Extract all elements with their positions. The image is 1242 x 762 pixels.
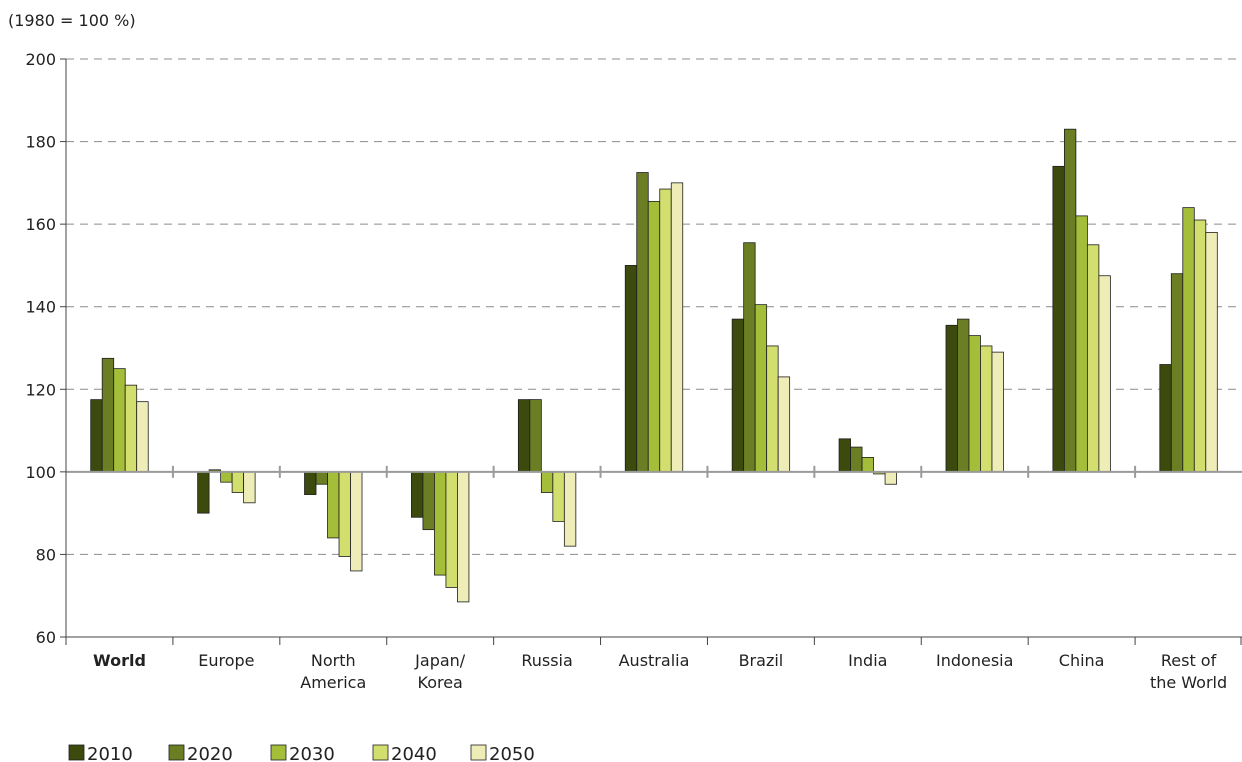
x-tick-label: India: [848, 651, 887, 670]
bar-2050: [670, 182, 684, 473]
legend-swatch: [68, 744, 85, 761]
x-tick-label: Brazil: [739, 651, 784, 670]
bar-2020: [743, 242, 756, 473]
legend-item-2050: 2050: [470, 744, 535, 762]
y-tick-label: 180: [25, 133, 56, 152]
bar-2050: [563, 471, 577, 547]
bar-2050: [136, 401, 149, 473]
x-tick-label: Russia: [521, 651, 572, 670]
bar-2040: [445, 471, 458, 588]
bar-2020: [101, 357, 115, 473]
bar-2040: [552, 471, 565, 522]
bar-2030: [1075, 215, 1088, 473]
bar-2050: [457, 471, 470, 603]
x-tick-label: North America: [300, 651, 366, 692]
legend-swatch: [168, 744, 185, 761]
bar-2040: [231, 471, 245, 493]
bar-2030: [968, 335, 981, 473]
bar-2010: [945, 324, 958, 473]
y-tick-label: 120: [25, 380, 56, 399]
bar-2020: [1170, 273, 1184, 473]
legend-swatch: [372, 744, 389, 761]
bar-2030: [220, 471, 233, 483]
bar-2030: [434, 471, 447, 576]
bar-2030: [327, 471, 340, 539]
legend-swatch: [470, 744, 487, 761]
bar-2010: [517, 399, 531, 473]
x-tick-label: Europe: [198, 651, 254, 670]
bar-2030: [861, 457, 874, 473]
bars: [90, 128, 1218, 603]
legend-item-2010: 2010: [68, 744, 133, 762]
bar-2020: [315, 471, 328, 485]
bar-2020: [957, 318, 970, 473]
bar-2030: [540, 471, 554, 493]
bar-2020: [636, 172, 649, 473]
legend-label: 2050: [489, 744, 535, 762]
bar-2040: [766, 345, 779, 473]
x-tick-label: World: [93, 651, 146, 670]
bar-2030: [113, 368, 126, 473]
legend-item-2020: 2020: [168, 744, 233, 762]
bar-2020: [1063, 128, 1077, 473]
bar-2010: [1052, 165, 1065, 473]
bar-2010: [731, 318, 745, 473]
unit-label: (1980 = 100 %): [8, 11, 136, 30]
bar-2050: [777, 376, 791, 473]
y-tick-label: 80: [36, 545, 56, 564]
bar-2010: [197, 471, 210, 514]
legend: 2010 2020 2030 2040 2050: [68, 744, 535, 762]
legend-item-2030: 2030: [270, 744, 335, 762]
bar-2010: [1159, 364, 1172, 473]
bar-2050: [884, 471, 897, 485]
bar-2020: [850, 446, 863, 473]
y-tick-label: 200: [25, 50, 56, 69]
bar-2010: [411, 471, 424, 518]
legend-label: 2010: [87, 744, 133, 762]
legend-label: 2030: [289, 744, 335, 762]
y-tick-label: 60: [36, 628, 56, 647]
x-tick-label: Rest of the World: [1150, 651, 1227, 692]
bar-2040: [659, 188, 672, 473]
bar-2030: [647, 201, 661, 473]
x-tick-label: Indonesia: [936, 651, 1013, 670]
bar-2020: [529, 399, 542, 473]
x-tick-label: Japan/Korea: [414, 651, 466, 692]
legend-label: 2020: [187, 744, 233, 762]
y-tick-labels: 60 80 100 120 140 160 180 200: [25, 50, 56, 647]
bar-2040: [980, 345, 993, 473]
bar-2010: [90, 399, 103, 473]
bar-2010: [838, 438, 851, 473]
bar-2030: [1182, 207, 1195, 473]
x-tick-label: Australia: [619, 651, 690, 670]
bar-2050: [991, 351, 1004, 473]
y-tick-label: 100: [25, 463, 56, 482]
bar-2040: [124, 384, 138, 473]
bar-2020: [422, 471, 435, 531]
bar-2010: [624, 265, 638, 473]
x-tick-labels: World Europe North America Japan/Korea Russia…: [93, 651, 1227, 692]
legend-item-2040: 2040: [372, 744, 437, 762]
bar-2050: [1098, 275, 1111, 473]
y-tick-label: 140: [25, 298, 56, 317]
y-tick-label: 160: [25, 215, 56, 234]
legend-swatch: [270, 744, 287, 761]
bar-2050: [350, 471, 363, 572]
bar-2040: [1193, 219, 1207, 473]
bar-2040: [1086, 244, 1100, 473]
bar-2050: [1205, 231, 1218, 473]
bar-2050: [243, 471, 256, 504]
x-tick-label: China: [1059, 651, 1105, 670]
bar-2030: [754, 304, 768, 473]
legend-label: 2040: [391, 744, 437, 762]
axes: [60, 58, 1242, 645]
bar-2040: [338, 471, 351, 557]
bar-2010: [304, 471, 317, 495]
